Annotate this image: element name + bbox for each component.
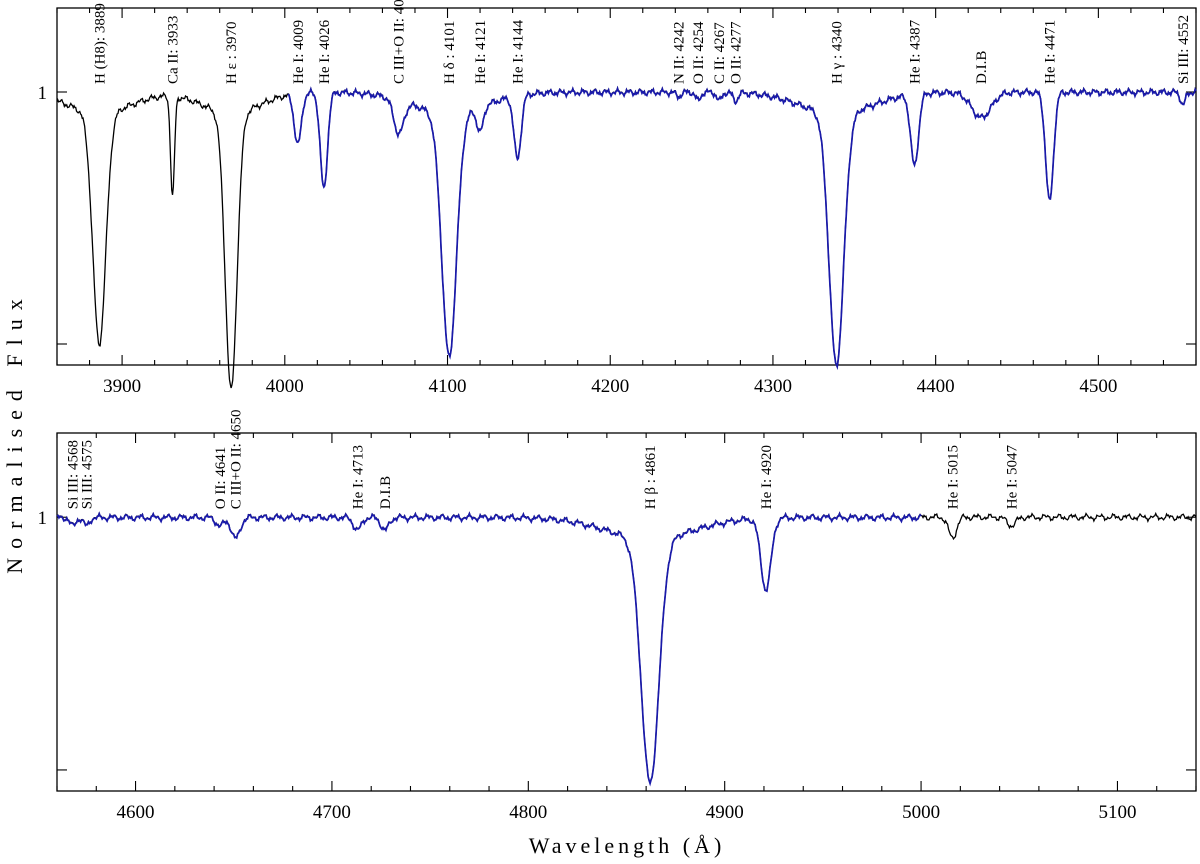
top-line-label: He I: 4121 [473,20,489,84]
bottom-line-label: O II: 4641 [213,447,229,510]
bottom-x-tick-label: 4700 [313,802,351,823]
bottom-line-label: Si III: 4575 [80,440,96,509]
top-line-label: O II: 4277 [729,21,745,84]
top-line-label: He I: 4471 [1043,20,1059,84]
top-observed-spectrum [56,85,1197,389]
top-x-tick-label: 3900 [103,376,141,397]
top-line-label: He I: 4144 [511,19,527,84]
bottom-line-label: Si III: 4568 [66,440,82,509]
top-panel: 3900 4000 4100 4200 4300 4400 4500 1 H (H8): 388… [38,0,1197,397]
top-line-label: C II: 4267 [712,22,728,84]
bottom-line-label: He I: 4920 [759,445,775,509]
bottom-y-tick-label: 1 [38,508,48,529]
top-line-label: H γ : 4340 [829,21,845,84]
top-x-tick-label: 4400 [917,376,955,397]
top-line-label: D.I.B [974,51,990,84]
bottom-x-tick-label: 5000 [902,802,940,823]
bottom-observed-spectrum [56,511,1197,786]
x-axis-label: Wavelength (Å) [529,833,726,858]
top-y-tick-label: 1 [38,83,48,104]
top-x-tick-label: 4000 [266,376,304,397]
bottom-x-tick-label: 4900 [706,802,744,823]
top-line-label: H ε : 3970 [224,21,240,84]
bottom-x-tick-label: 5100 [1098,802,1136,823]
top-x-tick-label: 4200 [591,376,629,397]
bottom-line-label: He I: 5015 [946,445,962,509]
bottom-frame [56,432,1197,792]
bottom-line-label: D.I.B [378,476,394,509]
top-line-label: C III+O II: 4070 [392,0,408,84]
top-line-label: Si III: 4552 [1176,15,1192,84]
y-axis-label: Normalised Flux [2,290,27,574]
top-x-tick-label: 4100 [429,376,467,397]
top-x-tick-label: 4500 [1079,376,1117,397]
bottom-x-tick-label: 4600 [117,802,155,823]
top-line-label: He I: 4026 [317,19,333,84]
bottom-x-tick-label: 4800 [509,802,547,823]
top-line-label: O II: 4254 [691,21,707,84]
bottom-line-label: H β : 4861 [643,445,659,509]
bottom-line-label: He I: 4713 [351,445,367,509]
top-line-label: H δ : 4101 [442,21,458,84]
top-line-label: N II: 4242 [672,22,688,85]
bottom-model-spectrum [56,511,922,787]
bottom-line-label: C III+O II: 4650 [229,409,245,509]
top-line-label: He I: 4387 [908,19,924,84]
top-line-label: Ca II: 3933 [166,16,182,84]
top-line-label: H (H8): 3889 [92,3,108,84]
bottom-panel: 4600 4700 4800 4900 5000 5100 1 Si III: 4568Si … [38,409,1197,823]
bottom-line-label: He I: 5047 [1004,445,1020,510]
top-model-spectrum [287,85,1197,371]
top-frame [56,7,1197,366]
top-x-tick-label: 4300 [754,376,792,397]
top-line-label: He I: 4009 [291,20,307,84]
